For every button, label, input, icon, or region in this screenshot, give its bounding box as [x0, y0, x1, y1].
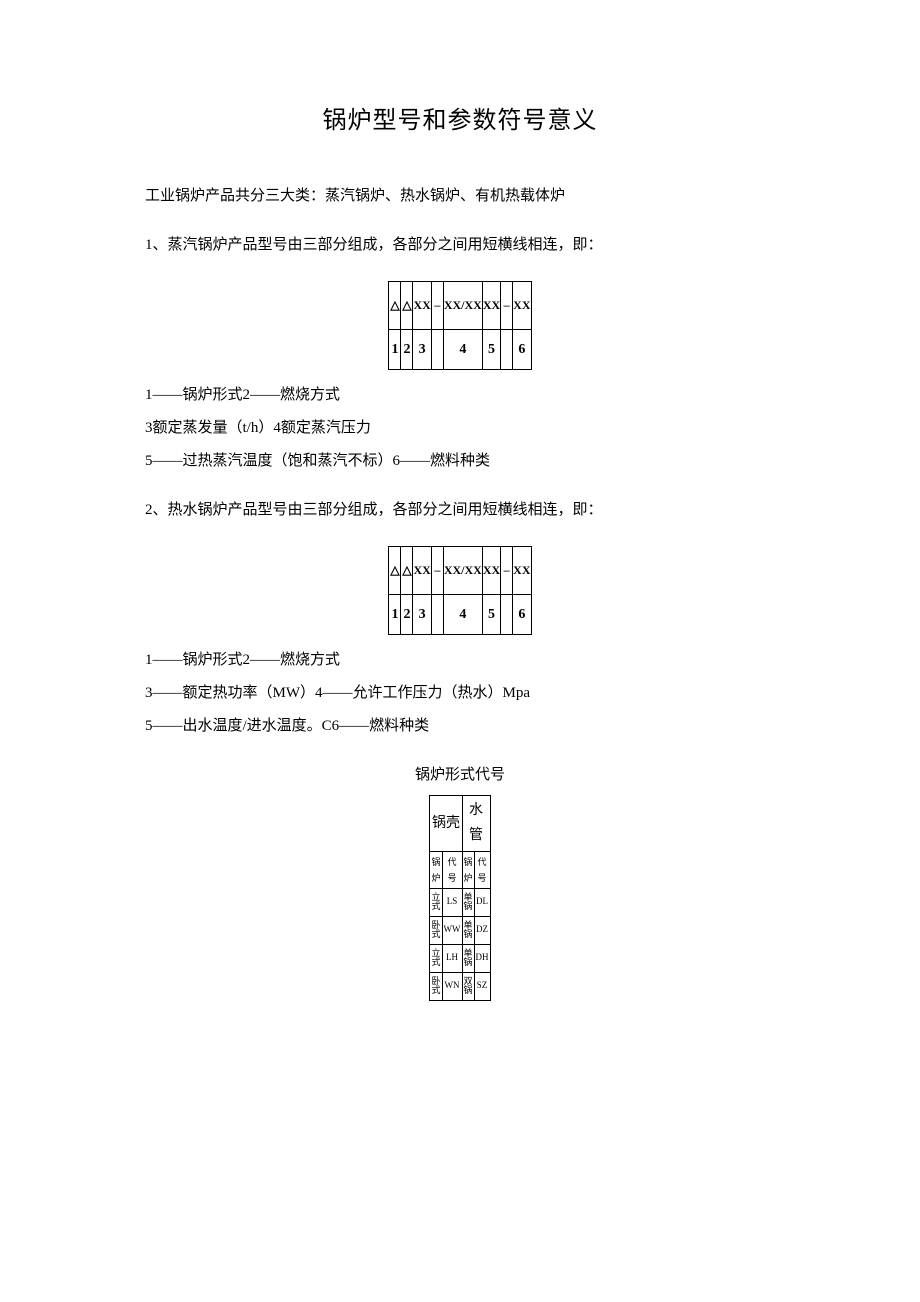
diag2-bot-2: 3 [413, 595, 431, 635]
section2-legend2: 3——额定热功率（MW）4——允许工作压力（热水）Mpa [145, 680, 775, 707]
diag1-bot-4: 4 [443, 330, 482, 370]
codes-r0c3: DL [474, 888, 490, 916]
section2-legend3: 5——出水温度/进水温度。C6——燃料种类 [145, 713, 775, 740]
diag1-top-4: XX/XX [443, 282, 482, 330]
diag2-bot-7: 6 [513, 595, 531, 635]
diag1-top-5: XX [482, 282, 500, 330]
codes-r1c2: 单锅 [462, 916, 474, 944]
codes-r3c2: 双锅 [462, 972, 474, 1000]
page-title: 锅炉型号和参数符号意义 [145, 100, 775, 143]
codes-sub-3: 代号 [474, 851, 490, 888]
diag2-top-5: XX [482, 547, 500, 595]
diag1-bot-2: 3 [413, 330, 431, 370]
codes-r3c3: SZ [474, 972, 490, 1000]
section1-legend2: 3额定蒸发量（t/h）4额定蒸汽压力 [145, 415, 775, 442]
diag1-bot-1: 2 [401, 330, 413, 370]
diag1-bot-6 [501, 330, 513, 370]
section1-lead: 1、蒸汽锅炉产品型号由三部分组成，各部分之间用短横线相连，即： [145, 232, 775, 259]
codes-hdr-0: 锅壳 [430, 796, 462, 851]
diag2-top-1: △ [401, 547, 413, 595]
codes-r0c2: 单锅 [462, 888, 474, 916]
codes-r2c2: 单锅 [462, 944, 474, 972]
diag1-top-3: – [431, 282, 443, 330]
diag2-top-6: – [501, 547, 513, 595]
codes-r1c0: 卧式 [430, 916, 442, 944]
diag2-bot-1: 2 [401, 595, 413, 635]
diag1-top-0: △ [389, 282, 401, 330]
section1-legend1: 1——锅炉形式2——燃烧方式 [145, 382, 775, 409]
diag2-bot-5: 5 [482, 595, 500, 635]
diag2-bot-3 [431, 595, 443, 635]
codes-table: 锅壳 水管 锅炉 代号 锅炉 代号 立式 LS 单锅 DL 卧式 WW 单锅 D… [429, 795, 490, 1001]
diag1-top-7: XX [513, 282, 531, 330]
codes-sub-2: 锅炉 [462, 851, 474, 888]
codes-r3c1: WN [442, 972, 462, 1000]
diag1-top-1: △ [401, 282, 413, 330]
diag2-top-2: XX [413, 547, 431, 595]
diag1-bot-7: 6 [513, 330, 531, 370]
intro-text: 工业锅炉产品共分三大类：蒸汽锅炉、热水锅炉、有机热载体炉 [145, 183, 775, 210]
diag2-bot-4: 4 [443, 595, 482, 635]
codes-r3c0: 卧式 [430, 972, 442, 1000]
diag1-bot-0: 1 [389, 330, 401, 370]
codes-r2c0: 立式 [430, 944, 442, 972]
diag2-top-3: – [431, 547, 443, 595]
codes-title: 锅炉形式代号 [145, 762, 775, 789]
codes-r0c0: 立式 [430, 888, 442, 916]
diag2-bot-0: 1 [389, 595, 401, 635]
section2-diagram: △ △ XX – XX/XX XX – XX 1 2 3 4 5 6 [145, 546, 775, 635]
codes-hdr-1: 水管 [462, 796, 490, 851]
codes-r2c3: DH [474, 944, 490, 972]
codes-sub-1: 代号 [442, 851, 462, 888]
diag1-top-2: XX [413, 282, 431, 330]
diag1-bot-3 [431, 330, 443, 370]
codes-r1c3: DZ [474, 916, 490, 944]
codes-r0c1: LS [442, 888, 462, 916]
diag2-top-0: △ [389, 547, 401, 595]
section1-legend3: 5——过热蒸汽温度（饱和蒸汽不标）6——燃料种类 [145, 448, 775, 475]
section2-lead: 2、热水锅炉产品型号由三部分组成，各部分之间用短横线相连，即： [145, 497, 775, 524]
section2-legend1: 1——锅炉形式2——燃烧方式 [145, 647, 775, 674]
diag1-top-6: – [501, 282, 513, 330]
diag2-bot-6 [501, 595, 513, 635]
diag2-top-4: XX/XX [443, 547, 482, 595]
codes-sub-0: 锅炉 [430, 851, 442, 888]
codes-r1c1: WW [442, 916, 462, 944]
diag2-top-7: XX [513, 547, 531, 595]
section1-diagram: △ △ XX – XX/XX XX – XX 1 2 3 4 5 6 [145, 281, 775, 370]
diag1-bot-5: 5 [482, 330, 500, 370]
codes-r2c1: LH [442, 944, 462, 972]
